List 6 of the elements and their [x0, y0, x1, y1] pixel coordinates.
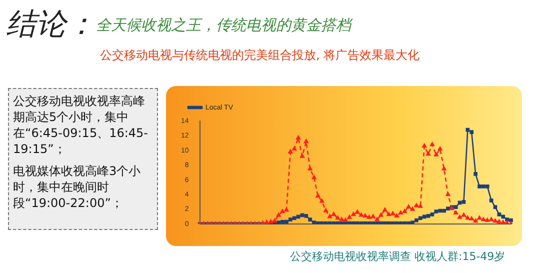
text: 公交移动电视收视率调查 收视人群:15-49岁 [290, 249, 506, 264]
text: 电视媒体收视高峰3个小时，集中在晚间时段“19:00-22:00”； [13, 163, 142, 211]
text: 公交移动电视与传统电视的完美组合投放, 将广告效果最大化 [100, 47, 420, 64]
chart-subtitle: 全天候收视之王，传统电视的黄金搭档 [96, 16, 351, 35]
chart-title: 结论： [6, 6, 96, 44]
text: 公交移动电视收视率高峰期高达5个小时，集中在“6:45-09:15、16:45-19:15”； [13, 93, 149, 157]
